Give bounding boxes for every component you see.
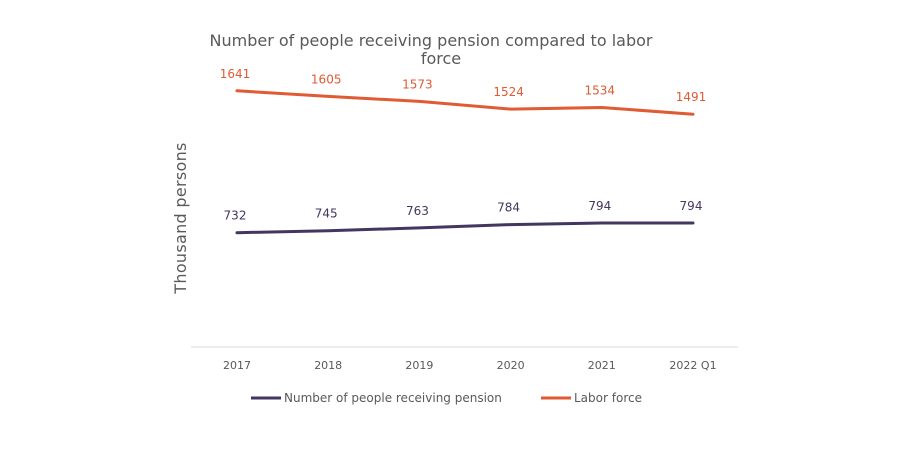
- series-line-0: [235, 221, 695, 235]
- x-axis-ticks: 2017 2018 2019 2020 2021 2022 Q1: [223, 359, 717, 372]
- data-label: 1605: [311, 72, 342, 86]
- x-tick-label: 2018: [314, 359, 342, 372]
- series-line-1: [235, 89, 695, 116]
- legend: Number of people receiving pension Labor …: [251, 391, 642, 405]
- x-tick-label: 2020: [497, 359, 525, 372]
- data-label: 1641: [220, 67, 251, 81]
- legend-label: Labor force: [574, 391, 642, 405]
- data-label: 1491: [676, 90, 707, 104]
- data-label: 794: [588, 199, 611, 213]
- data-label: 794: [680, 199, 703, 213]
- data-label: 732: [224, 209, 247, 223]
- chart-title-line-1: Number of people receiving pension compa…: [210, 31, 653, 50]
- data-label: 1573: [402, 77, 433, 91]
- data-label: 763: [406, 204, 429, 218]
- x-tick-label: 2021: [588, 359, 616, 372]
- x-tick-label: 2017: [223, 359, 251, 372]
- data-label: 1534: [585, 84, 616, 98]
- data-labels: 732 745 763 784 794 794 1641 1605 1573 1524 1534 14…: [220, 67, 707, 223]
- data-label: 745: [315, 207, 338, 221]
- series-layer: [235, 89, 695, 235]
- legend-label: Number of people receiving pension: [284, 391, 502, 405]
- data-label: 784: [497, 201, 520, 215]
- chart-title-line-2: force: [421, 49, 461, 68]
- x-tick-label: 2019: [405, 359, 433, 372]
- y-axis-label: Thousand persons: [171, 142, 190, 294]
- x-tick-label: 2022 Q1: [669, 359, 716, 372]
- data-label: 1524: [493, 85, 524, 99]
